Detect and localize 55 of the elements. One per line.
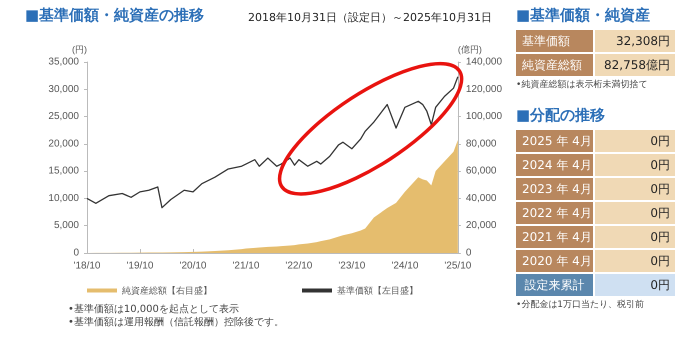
- text: 純資産総額: [516, 54, 593, 76]
- text: 0円: [595, 250, 675, 272]
- text: 32,308円: [595, 30, 675, 52]
- y2-tick-label: 0: [466, 248, 472, 258]
- y-tick-label: 20,000: [48, 138, 80, 150]
- x-tick-label: '22/10: [285, 260, 313, 272]
- line-series: [86, 76, 459, 208]
- text: •分配金は1万口当たり、税引前: [516, 298, 646, 311]
- y-tick-label: 35,000: [48, 56, 80, 68]
- y2-tick-label: 80,000: [466, 138, 497, 150]
- y2-tick-label: 60,000: [466, 166, 497, 177]
- y2-tick-label: 40,000: [466, 192, 497, 204]
- text: 0円: [595, 154, 675, 176]
- x-tick-label: '21/10: [232, 260, 260, 272]
- text: 82,758億円: [595, 54, 675, 76]
- text: 0円: [595, 202, 675, 224]
- text: 2020 年 4月: [516, 250, 593, 272]
- y-tick-label: 30,000: [48, 84, 80, 95]
- text: 0円: [595, 178, 675, 200]
- text: 2023 年 4月: [516, 178, 593, 200]
- text: 0円: [595, 130, 675, 152]
- x-tick-label: '23/10: [338, 260, 366, 272]
- y2-tick-label: 120,000: [466, 84, 502, 95]
- y-tick-label: 10,000: [48, 192, 80, 204]
- text: 0円: [595, 226, 675, 248]
- text: 0円: [595, 274, 675, 296]
- y-axis-title: (円): [72, 44, 87, 54]
- text: •純資産総額は表示桁未満切捨て: [516, 78, 648, 91]
- x-tick-label: '19/10: [126, 260, 154, 272]
- x-tick-label: '24/10: [391, 260, 419, 272]
- text: 基準価額: [516, 30, 593, 52]
- x-tick-label: '25/10: [444, 260, 472, 272]
- x-tick-label: '20/10: [180, 260, 207, 272]
- text: •基準価額は10,000を起点として表示: [68, 302, 239, 316]
- legend-label: 基準価額【左目盛】: [337, 286, 418, 296]
- chart-subtitle: 2018年10月31日（設定日）～2025年10月31日: [248, 10, 492, 25]
- y-tick-label: 15,000: [48, 166, 80, 177]
- y2-tick-label: 100,000: [466, 111, 502, 122]
- text: 2024 年 4月: [516, 154, 593, 176]
- x-tick-label: '18/10: [74, 260, 101, 272]
- text: 2022 年 4月: [516, 202, 593, 224]
- y-tick-label: 25,000: [48, 111, 80, 122]
- y2-tick-label: 140,000: [466, 56, 502, 68]
- text: 2025 年 4月: [516, 130, 593, 152]
- legend-label: 純資産総額【右目盛】: [122, 286, 212, 296]
- chart-title: ■基準価額・純資産の推移: [25, 6, 204, 25]
- text: 設定来累計: [516, 274, 593, 296]
- y-tick-label: 5,000: [54, 220, 80, 232]
- y2-axis-title: (億円): [458, 44, 482, 54]
- text: •基準価額は運用報酬（信託報酬）控除後です。: [68, 316, 284, 329]
- y-tick-label: 0: [73, 248, 80, 258]
- y2-tick-label: 20,000: [466, 220, 497, 232]
- text: ■分配の推移: [516, 106, 606, 125]
- text: ■基準価額・純資産: [516, 6, 652, 25]
- text: 2021 年 4月: [516, 226, 593, 248]
